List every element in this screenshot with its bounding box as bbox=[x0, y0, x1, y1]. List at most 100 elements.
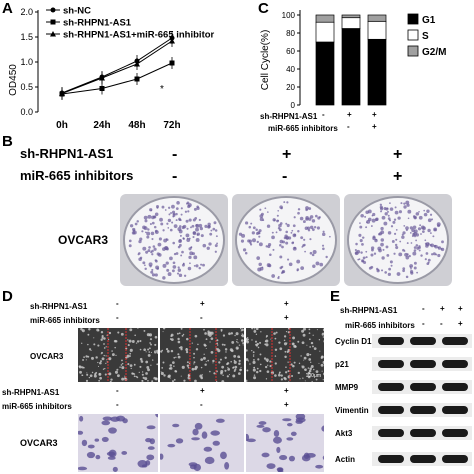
panel-a-point bbox=[99, 86, 105, 91]
panel-a-legend-label: sh-RHPN1-AS1+miR-665 inhibitor bbox=[63, 30, 215, 41]
panel-e-row1-mark: + bbox=[458, 304, 463, 313]
panel-a-legend-label: sh-NC bbox=[63, 6, 91, 17]
blot-band bbox=[378, 455, 404, 463]
panel-a-point bbox=[134, 61, 140, 67]
panel-c-legend-swatch bbox=[407, 29, 419, 41]
panel-a-ytick-label: 1.5 bbox=[20, 32, 33, 42]
panel-e-label: E bbox=[330, 288, 341, 305]
panel-d-row2-label: miR-665 inhibitors bbox=[30, 316, 100, 325]
panel-a-label: A bbox=[2, 0, 13, 17]
wound-image-2 bbox=[160, 328, 244, 382]
panel-a-xtick-label: 72h bbox=[163, 120, 180, 131]
panel-c-row1-label: sh-RHPN1-AS1 bbox=[260, 112, 318, 121]
blot-lane-strip bbox=[372, 380, 472, 394]
panel-a-point bbox=[99, 75, 105, 81]
blot-protein-label: Cyclin D1 bbox=[335, 337, 372, 346]
blot-protein-label: MMP9 bbox=[335, 383, 359, 392]
panel-c-legend-label: S bbox=[422, 31, 429, 42]
blot-band bbox=[442, 383, 468, 391]
panel-a-ylabel: OD450 bbox=[8, 64, 19, 96]
colony-dish-3 bbox=[344, 194, 452, 286]
panel-c-bar-segment bbox=[315, 14, 335, 23]
blot-band bbox=[442, 406, 468, 414]
panel-d-row2-mark: - bbox=[116, 313, 119, 322]
panel-d-row1-mark: + bbox=[200, 299, 205, 308]
wound-image-1 bbox=[78, 328, 158, 382]
panel-d-row1-mark-bottom: + bbox=[284, 386, 289, 395]
panel-a-xtick-label: 0h bbox=[56, 120, 68, 131]
panel-a-legend-marker bbox=[50, 7, 56, 13]
panel-c-bar-segment bbox=[341, 14, 361, 19]
panel-c-ytick-label: 60 bbox=[286, 47, 295, 56]
panel-c-bar-segment bbox=[367, 38, 387, 106]
panel-d-row2-label-bottom: miR-665 inhibitors bbox=[2, 402, 72, 411]
blot-band bbox=[410, 406, 436, 414]
panel-a-ytick-label: 1.0 bbox=[20, 57, 33, 67]
panel-a-point bbox=[169, 38, 175, 44]
blot-lane-strip bbox=[372, 334, 472, 348]
blot-band bbox=[442, 337, 468, 345]
panel-b-row1-mark: - bbox=[172, 146, 178, 163]
panel-d-label: D bbox=[2, 288, 13, 305]
blot-protein-label: p21 bbox=[335, 360, 349, 369]
wound-image-3: 100μm bbox=[246, 328, 324, 382]
panel-d-cell-line-top: OVCAR3 bbox=[30, 352, 64, 361]
panel-c-legend-label: G2/M bbox=[422, 47, 446, 58]
scale-bar-label: 100μm bbox=[305, 373, 321, 379]
blot-lane-strip bbox=[372, 426, 472, 440]
panel-d-row2-mark-bottom: - bbox=[116, 400, 119, 409]
panel-d-row1-mark-bottom: - bbox=[116, 386, 119, 395]
panel-c-legend-swatch bbox=[407, 13, 419, 25]
panel-c-row1-mark: + bbox=[372, 110, 377, 119]
panel-b-row2-mark: - bbox=[282, 168, 288, 185]
panel-c-bar-segment bbox=[341, 17, 361, 29]
panel-b-row1-mark: + bbox=[282, 146, 292, 163]
blot-band bbox=[410, 383, 436, 391]
blot-band bbox=[442, 455, 468, 463]
blot-protein-label: Akt3 bbox=[335, 429, 353, 438]
panel-e-row2-mark: - bbox=[422, 319, 425, 328]
panel-d-row2-mark-bottom: + bbox=[284, 400, 289, 409]
blot-band bbox=[378, 406, 404, 414]
blot-band bbox=[410, 429, 436, 437]
panel-e-row1-mark: + bbox=[440, 304, 445, 313]
transwell-image-3 bbox=[246, 414, 324, 472]
panel-c-bar-segment bbox=[367, 20, 387, 40]
panel-e-row2-mark: - bbox=[440, 319, 443, 328]
panel-b-row2-mark: + bbox=[393, 168, 403, 185]
blot-band bbox=[378, 360, 404, 368]
panel-a-xtick-label: 24h bbox=[93, 120, 110, 131]
panel-b-row2-mark: - bbox=[172, 168, 178, 185]
panel-c-legend-swatch bbox=[407, 45, 419, 57]
blot-lane-strip bbox=[372, 357, 472, 371]
panel-e-row2-mark: + bbox=[458, 319, 463, 328]
panel-a-series-line bbox=[61, 40, 173, 94]
colony-dish-2 bbox=[232, 194, 340, 286]
panel-a-legend-marker bbox=[50, 19, 56, 25]
panel-a-ytick-label: 0.0 bbox=[20, 107, 33, 117]
panel-a-legend-label: sh-RHPN1-AS1 bbox=[63, 18, 132, 29]
panel-c-row1-mark: - bbox=[322, 110, 325, 119]
blot-band bbox=[378, 429, 404, 437]
panel-a-point bbox=[59, 90, 65, 96]
panel-c-bar-segment bbox=[367, 14, 387, 22]
blot-protein-label: Vimentin bbox=[335, 406, 369, 415]
panel-c-ylabel: Cell Cycle(%) bbox=[260, 30, 271, 91]
panel-b-row1-mark: + bbox=[393, 146, 403, 163]
panel-c-label: C bbox=[258, 0, 269, 17]
panel-a-ytick-label: 2.0 bbox=[20, 7, 33, 17]
panel-d-row1-label-bottom: sh-RHPN1-AS1 bbox=[2, 388, 60, 397]
panel-a-series-line bbox=[61, 37, 173, 94]
panel-c-ytick-label: 80 bbox=[286, 29, 295, 38]
panel-b-row2-label: miR-665 inhibitors bbox=[20, 168, 134, 183]
panel-b-cell-line: OVCAR3 bbox=[58, 233, 109, 247]
panel-c-ytick-label: 0 bbox=[291, 101, 296, 110]
blot-band bbox=[378, 383, 404, 391]
transwell-image-2 bbox=[160, 414, 244, 472]
panel-c-row2-mark: - bbox=[322, 122, 325, 131]
panel-d-cell-line-bottom: OVCAR3 bbox=[20, 438, 58, 448]
panel-d-row2-mark-bottom: - bbox=[200, 400, 203, 409]
panel-a-xtick-label: 48h bbox=[128, 120, 145, 131]
panel-d-row2-mark: + bbox=[284, 313, 289, 322]
panel-c-row2-mark: + bbox=[372, 122, 377, 131]
